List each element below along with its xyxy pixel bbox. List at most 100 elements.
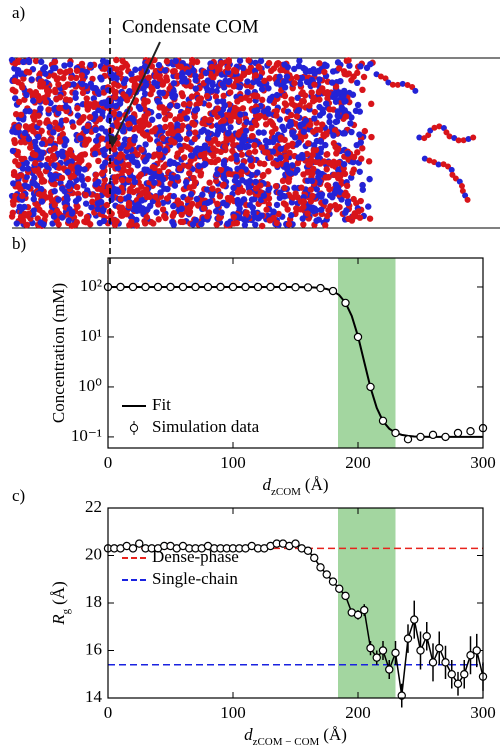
series-line: [108, 285, 483, 438]
bead: [332, 98, 340, 105]
bead: [348, 128, 355, 136]
bead: [186, 100, 193, 108]
bead: [365, 203, 372, 210]
bead: [178, 205, 185, 213]
bead: [200, 119, 207, 127]
bead: [464, 196, 471, 203]
bead: [155, 216, 162, 223]
bead: [347, 120, 354, 127]
bead: [357, 63, 364, 70]
bead: [102, 128, 110, 135]
bead: [192, 85, 199, 92]
bead: [217, 148, 225, 156]
bead: [309, 192, 316, 200]
bead: [121, 162, 128, 169]
bead: [170, 202, 177, 210]
data-point: [422, 632, 431, 641]
bead: [357, 197, 364, 205]
bead: [277, 154, 284, 162]
bead: [256, 160, 264, 167]
bead: [62, 116, 70, 124]
panel-label: c): [12, 486, 25, 505]
bead: [16, 98, 23, 106]
bead: [138, 183, 145, 190]
bead: [192, 72, 199, 80]
bead: [298, 184, 305, 191]
bead: [246, 177, 254, 185]
bead: [203, 92, 211, 100]
bead: [263, 206, 270, 213]
bead: [192, 129, 199, 136]
bead: [244, 78, 251, 85]
bead: [291, 79, 298, 87]
data-point: [435, 643, 444, 653]
bead: [151, 164, 158, 172]
plot-frame: [107, 257, 484, 449]
bead: [89, 198, 96, 205]
data-point: [191, 282, 200, 292]
bead: [23, 221, 31, 229]
bead: [257, 112, 264, 120]
data-point: [291, 282, 300, 292]
data-point: [466, 651, 475, 660]
data-point: [128, 282, 138, 292]
bead: [98, 135, 106, 142]
bead: [448, 166, 455, 173]
bead: [236, 57, 244, 64]
bead: [144, 206, 151, 213]
bead: [56, 68, 64, 75]
bead: [167, 137, 175, 144]
bead: [251, 148, 259, 155]
bead: [163, 195, 171, 202]
bead: [319, 121, 326, 128]
bead: [321, 68, 328, 76]
bead: [113, 56, 120, 64]
bead: [94, 192, 101, 200]
bead: [366, 215, 374, 222]
bead: [61, 62, 68, 69]
bead: [133, 207, 141, 214]
bead: [344, 199, 352, 207]
bead: [105, 184, 113, 191]
bead: [287, 118, 294, 126]
bead: [30, 195, 37, 203]
data-point: [410, 615, 419, 624]
bead: [92, 171, 100, 179]
bead: [11, 136, 18, 144]
bead: [54, 75, 62, 82]
bead: [322, 198, 329, 205]
bead: [121, 209, 128, 217]
bead: [288, 212, 295, 219]
bead: [49, 65, 57, 72]
bead: [162, 115, 169, 123]
bead: [202, 160, 209, 168]
bead: [59, 130, 67, 138]
bead: [218, 59, 225, 67]
bead: [28, 76, 35, 83]
bead: [12, 110, 20, 118]
bead: [188, 93, 196, 100]
bead: [159, 206, 167, 213]
bead: [299, 154, 306, 161]
x-tick-label: 300: [470, 703, 496, 722]
bead: [180, 101, 188, 108]
bead: [174, 73, 181, 80]
bead: [172, 57, 179, 65]
bead: [291, 134, 299, 141]
bead: [260, 129, 267, 136]
bead: [195, 162, 203, 170]
bead: [15, 181, 22, 188]
y-tick-label: 10²: [80, 276, 102, 295]
bead: [181, 110, 188, 117]
bead: [280, 200, 288, 207]
bead: [225, 78, 232, 86]
bead: [344, 150, 351, 157]
bead: [273, 80, 281, 87]
bead: [252, 221, 259, 228]
bead: [238, 151, 246, 158]
bead: [102, 159, 109, 166]
bead: [112, 178, 119, 185]
bead: [455, 137, 462, 144]
bead: [92, 137, 100, 144]
bead: [326, 118, 333, 126]
